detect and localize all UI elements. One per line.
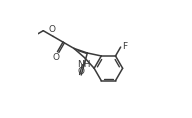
Text: F: F	[122, 42, 127, 51]
Text: O: O	[53, 53, 60, 62]
Text: O: O	[77, 67, 84, 76]
Text: NH: NH	[77, 60, 91, 69]
Text: O: O	[48, 25, 55, 34]
